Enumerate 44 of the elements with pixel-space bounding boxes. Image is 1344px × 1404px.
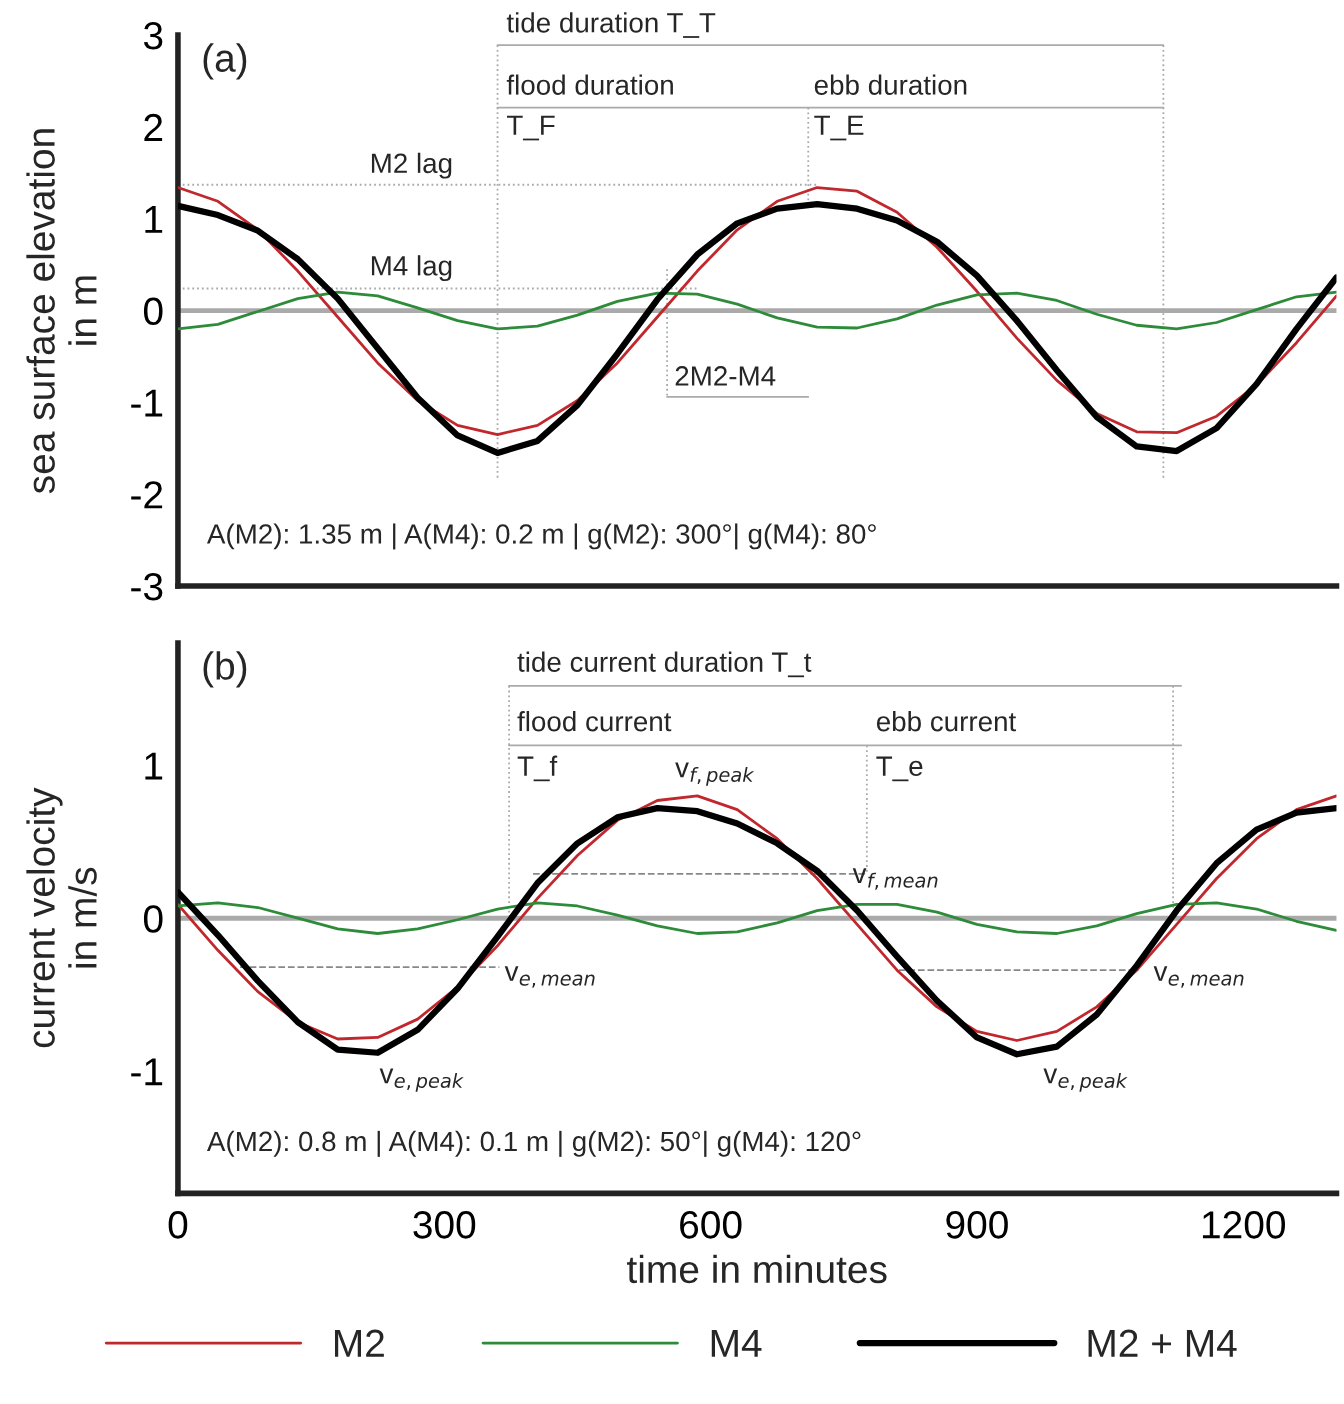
x-axis-title: time in minutes: [627, 1254, 887, 1284]
x-tick-label: 600: [680, 1211, 742, 1239]
legend-label: M2 + M4: [1088, 1329, 1237, 1357]
x-tick-label: 300: [413, 1211, 476, 1239]
annotation: A(M2): 1.35 m | A(M4): 0.2 m | g(M2): 300°| g(M4): 80°: [206, 523, 876, 550]
annotation: v$_{e,peak}$: [379, 1068, 464, 1092]
x-tick-label: 0: [168, 1211, 188, 1239]
y-tick-label: 3: [143, 22, 163, 50]
annotation: v$_{f,peak}$: [675, 762, 755, 786]
annotation: T_e: [876, 756, 923, 782]
annotation: T_F: [507, 115, 555, 141]
chart-title: (b): [203, 651, 247, 688]
annotation: T_E: [814, 115, 864, 141]
annotation: v$_{e,mean}$: [504, 966, 595, 988]
y-tick-label: -3: [131, 572, 163, 601]
y-axis-title: current velocity in m/s: [26, 787, 97, 1048]
annotation: flood duration: [506, 74, 673, 95]
annotation: ebb current: [876, 710, 1017, 732]
annotation: A(M2): 0.8 m | A(M4): 0.1 m | g(M2): 50°| g(M4): 120°: [206, 1130, 861, 1157]
y-tick-label: 1: [145, 206, 163, 233]
y-tick-label: -1: [131, 1058, 163, 1086]
y-tick-label: 0: [143, 297, 163, 326]
annotation: ebb duration: [814, 74, 967, 95]
annotation: 2M2-M4: [675, 366, 776, 386]
annotation: v$_{e,peak}$: [1043, 1068, 1128, 1092]
y-tick-label: 2: [144, 113, 163, 142]
y-tick-label: -1: [131, 389, 163, 417]
chart-title: (a): [203, 43, 247, 80]
annotation: flood current: [517, 710, 672, 732]
annotation: T_f: [517, 755, 558, 782]
annotation: v$_{f,mean}$: [852, 868, 938, 890]
annotation: tide duration T_T: [506, 12, 716, 38]
x-tick-label: 900: [946, 1211, 1008, 1239]
y-tick-label: 0: [143, 905, 163, 933]
y-tick-label: -2: [131, 481, 163, 509]
legend-label: M4: [711, 1329, 762, 1357]
annotation: tide current duration T_t: [517, 651, 812, 678]
annotation: M4 lag: [371, 255, 452, 282]
y-axis-title: sea surface elevation in m: [26, 129, 97, 494]
y-tick-label: 1: [145, 752, 163, 780]
annotation: M2 lag: [371, 152, 452, 179]
legend-label: M2: [334, 1329, 384, 1357]
annotation: v$_{e,mean}$: [1153, 966, 1244, 988]
x-tick-label: 1200: [1202, 1211, 1285, 1239]
